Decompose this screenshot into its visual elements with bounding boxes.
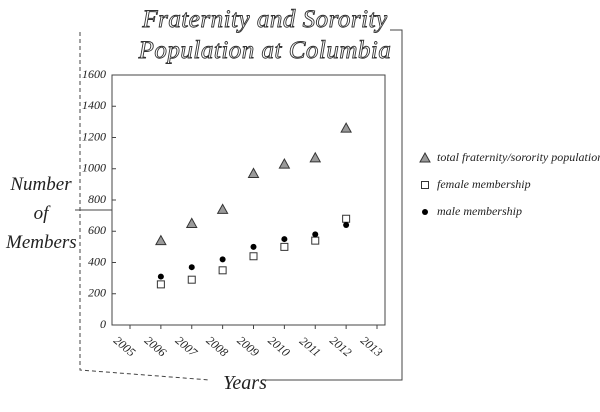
y-tick-label: 400 [88,254,106,268]
data-point [278,158,291,169]
legend-label: male membership [437,204,522,218]
y-tick-label: 1200 [82,129,106,143]
x-tick-label: 2009 [234,333,261,359]
data-point [250,243,257,250]
plot-frame [111,74,386,326]
data-point [219,256,226,263]
y-tick-label: 600 [88,223,106,237]
y-tick-label: 200 [88,286,106,300]
legend-marker [421,181,429,189]
data-point [157,273,164,280]
data-point [343,222,350,228]
x-tick-label: 2010 [265,333,292,359]
y-axis-label: Number of Members [6,174,77,253]
y-tick-label: 0 [100,317,106,331]
x-tick-label: 2011 [297,334,324,360]
y-tick-label: 1000 [82,161,106,175]
data-point [188,264,195,271]
y-tick-label: 800 [88,192,106,206]
data-point [185,217,198,228]
data-point [247,167,260,178]
data-point [218,266,227,275]
x-axis-label: Years [223,372,267,394]
data-point [187,275,196,284]
x-tick-label: 2013 [358,333,385,359]
x-tick-label: 2005 [111,333,138,359]
legend-marker [422,209,428,215]
data-point [216,203,229,214]
x-tick-label: 2006 [142,333,169,359]
x-tick-label: 2007 [173,333,201,360]
y-tick-label: 1600 [82,67,106,81]
data-point [156,280,165,289]
y-tick-label: 1400 [82,98,106,112]
data-point [249,252,258,261]
data-point [309,151,322,163]
data-point [280,242,289,251]
data-point [312,231,319,238]
x-tick-label: 2008 [204,333,231,359]
x-tick-label: 2012 [327,333,354,359]
legend-label: female membership [437,177,531,191]
frame-left [79,32,211,381]
chart-title: Fraternity and Sorority Population at Co… [138,6,392,65]
frame [75,29,403,381]
legend-marker [419,151,431,163]
data-point [340,122,352,133]
data-point [281,236,288,243]
data-point [342,214,351,223]
legend-label: total fraternity/sorority population [437,150,600,164]
data-point [311,236,320,245]
frame-right [262,29,403,381]
data-point [155,234,167,246]
